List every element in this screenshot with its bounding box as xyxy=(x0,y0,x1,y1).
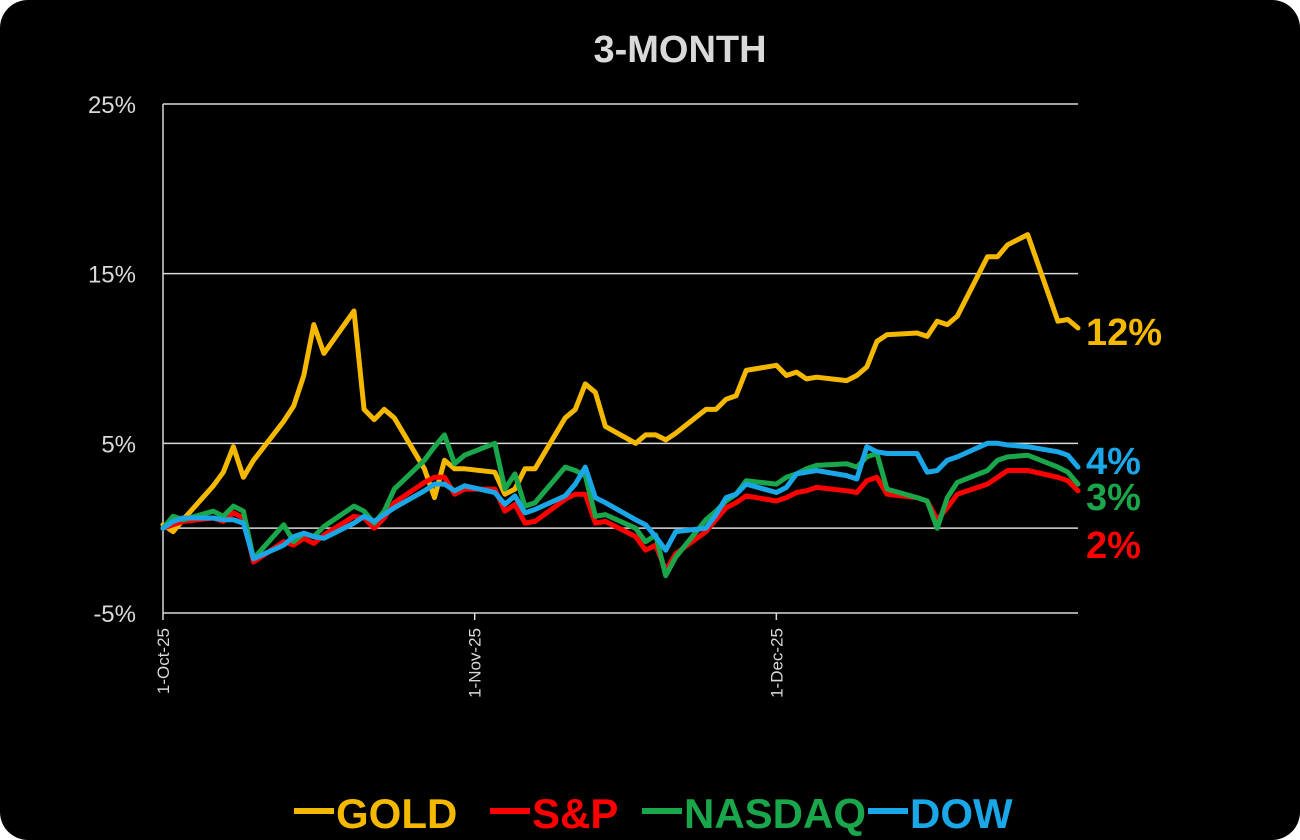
legend: GOLD S&P NASDAQ DOW xyxy=(294,790,1013,837)
legend-item-dow: DOW xyxy=(868,790,1013,837)
x-tick-label: 1-Dec-25 xyxy=(767,628,786,698)
x-tick-label: 1-Oct-25 xyxy=(154,628,173,694)
legend-item-nasdaq: NASDAQ xyxy=(642,790,866,837)
series-line-gold xyxy=(160,232,1081,535)
legend-label: NASDAQ xyxy=(684,790,866,837)
x-tick-labels: 1-Oct-25 1-Nov-25 1-Dec-25 xyxy=(154,613,786,698)
legend-item-gold: GOLD xyxy=(294,790,457,837)
chart-title: 3-MONTH xyxy=(593,29,766,71)
series-lines xyxy=(160,232,1081,579)
series-line-dow xyxy=(160,440,1081,562)
y-tick-label: 15% xyxy=(88,262,136,289)
y-tick-labels: 25% 15% 5% -5% xyxy=(88,92,136,628)
end-label-gold: 12% xyxy=(1086,312,1162,354)
end-label-nasdaq: 3% xyxy=(1086,477,1141,519)
y-tick-label: 5% xyxy=(101,431,136,458)
legend-label: DOW xyxy=(910,790,1013,837)
legend-label: S&P xyxy=(532,790,618,837)
y-tick-label: -5% xyxy=(93,601,136,628)
y-tick-label: 25% xyxy=(88,92,136,119)
legend-label: GOLD xyxy=(336,790,457,837)
end-labels: 12% 2% 3%4% xyxy=(1086,312,1162,567)
legend-item-s-p: S&P xyxy=(490,790,618,837)
series-line-nasdaq xyxy=(160,432,1081,579)
end-label-s-p: 2% xyxy=(1086,525,1141,567)
x-tick-label: 1-Nov-25 xyxy=(466,628,485,698)
end-label-dow: 4% xyxy=(1086,441,1141,483)
